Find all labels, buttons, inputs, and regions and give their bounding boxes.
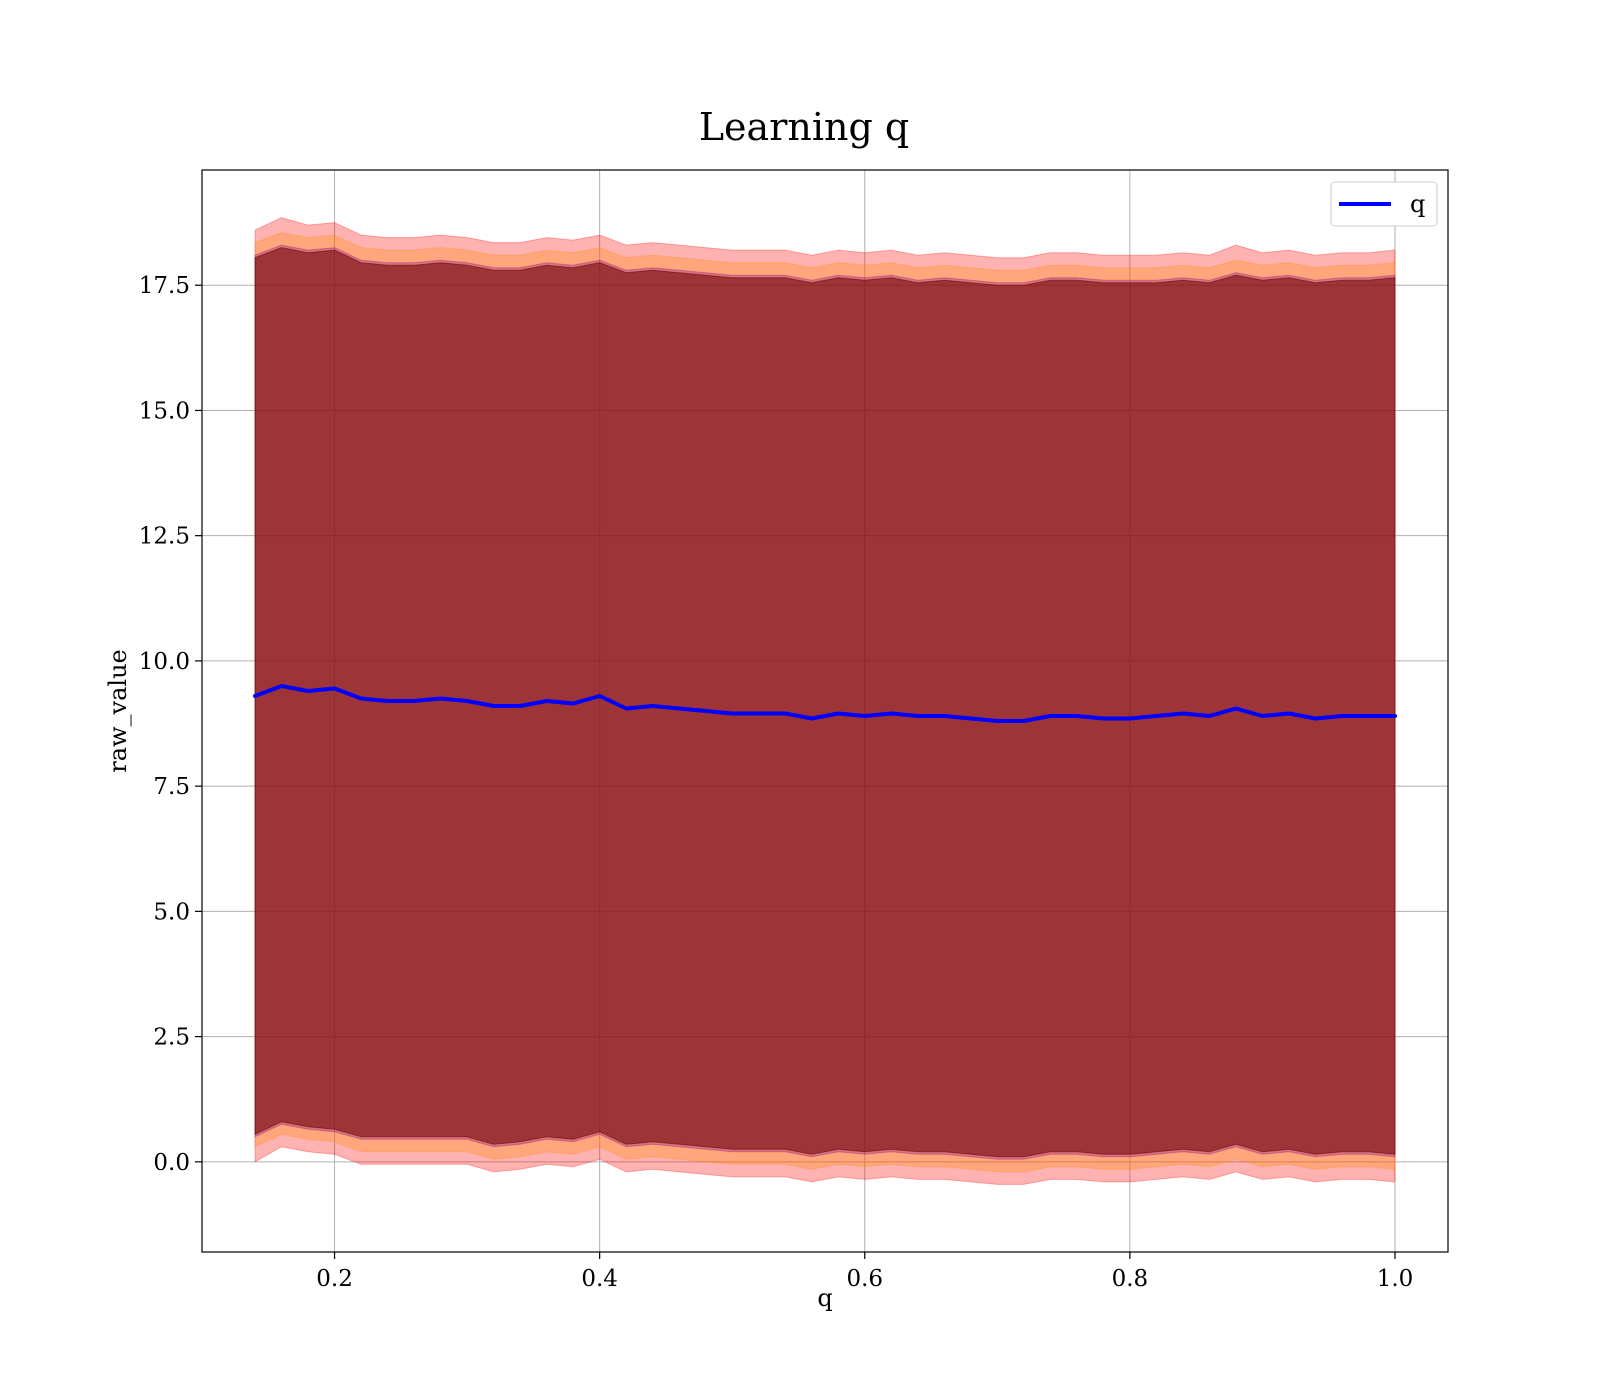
y-tick-label: 2.5 [153,1025,190,1051]
y-tick-label: 17.5 [139,273,190,299]
x-axis-label: q [817,1284,832,1312]
x-axis: 0.2 0.4 0.6 0.8 1.0 [316,1252,1413,1292]
y-axis: 0.0 2.5 5.0 7.5 10.0 12.5 15.0 17.5 [139,273,202,1176]
y-tick-label: 5.0 [153,899,190,925]
y-tick-label: 12.5 [139,524,190,550]
y-axis-label: raw_value [104,649,132,773]
y-tick-label: 15.0 [139,398,190,424]
chart-title: Learning q [699,105,909,149]
x-tick-label: 1.0 [1377,1266,1414,1292]
confidence-band-4 [254,247,1396,1158]
x-tick-label: 0.6 [846,1266,883,1292]
plot-frame [201,169,1449,1253]
y-tick-label: 0.0 [153,1150,190,1176]
x-tick-label: 0.2 [316,1266,353,1292]
y-tick-label: 10.0 [139,649,190,675]
line-layer [253,684,1397,723]
series-line-q [253,684,1397,723]
x-tick-label: 0.8 [1112,1266,1149,1292]
legend-label-q: q [1410,190,1425,218]
bands-layer [254,217,1396,1185]
y-tick-label: 7.5 [153,774,190,800]
x-tick-label: 0.4 [581,1266,618,1292]
legend: q [1330,181,1438,227]
